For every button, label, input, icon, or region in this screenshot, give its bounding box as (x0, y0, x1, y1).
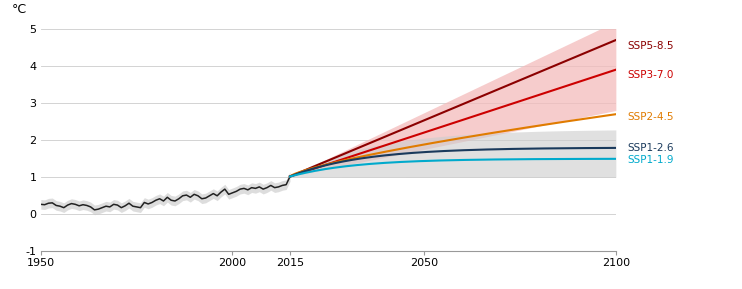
Text: SSP2-4.5: SSP2-4.5 (628, 112, 674, 122)
Text: SSP1-2.6: SSP1-2.6 (628, 143, 674, 153)
Text: °C: °C (12, 3, 27, 16)
Text: SSP5-8.5: SSP5-8.5 (628, 40, 674, 51)
Text: SSP1-1.9: SSP1-1.9 (628, 155, 674, 165)
Text: SSP3-7.0: SSP3-7.0 (628, 70, 674, 80)
